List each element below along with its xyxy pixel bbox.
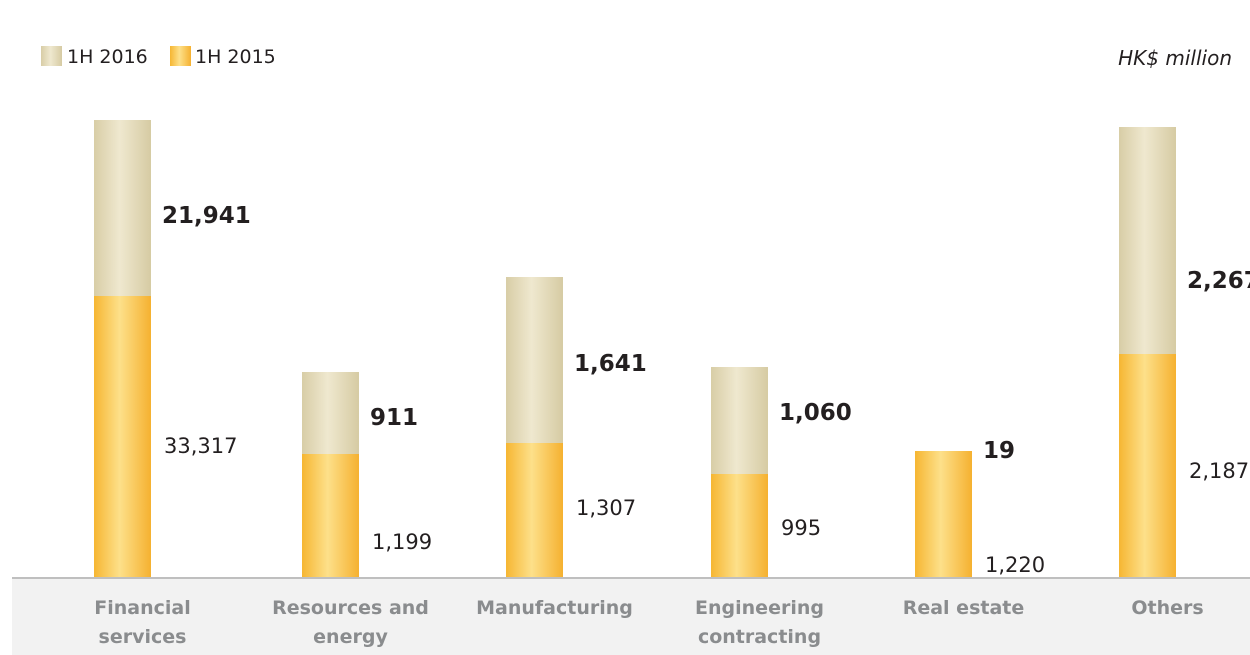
data-label-1h2016: 911 <box>370 405 418 431</box>
category-label: energy <box>313 626 388 648</box>
category-label: services <box>99 626 187 648</box>
legend: 1H 2016 1H 2015 <box>41 46 276 68</box>
bar-1h2015 <box>94 296 151 578</box>
unit-label: HK$ million <box>1118 46 1232 70</box>
bar-1h2016 <box>302 372 359 454</box>
category-label: contracting <box>698 626 821 648</box>
data-label-1h2016: 1,641 <box>574 351 647 377</box>
legend-swatch-1h2016 <box>41 46 62 66</box>
data-label-1h2015: 2,187 <box>1189 459 1249 483</box>
data-label-1h2016: 1,060 <box>779 400 852 426</box>
data-label-1h2016: 2,267 <box>1187 268 1250 294</box>
bar-1h2015 <box>711 474 768 578</box>
data-label-1h2016: 19 <box>983 438 1015 464</box>
data-label-1h2015: 33,317 <box>164 434 237 458</box>
category-label: Resources and <box>272 597 429 619</box>
bar-1h2015 <box>915 451 972 578</box>
bar-1h2015 <box>506 443 563 578</box>
data-label-1h2015: 1,199 <box>372 530 432 554</box>
data-label-1h2015: 995 <box>781 516 821 540</box>
data-label-1h2015: 1,220 <box>985 553 1045 577</box>
category-label: Engineering <box>695 597 824 619</box>
category-label: Others <box>1131 597 1203 619</box>
legend-swatch-1h2015 <box>170 46 191 66</box>
category-band <box>12 578 1250 655</box>
category-label: Manufacturing <box>476 597 633 619</box>
legend-label-1h2015: 1H 2015 <box>195 46 276 68</box>
bar-1h2015 <box>1119 354 1176 578</box>
bar-1h2016 <box>1119 127 1176 354</box>
data-label-1h2015: 1,307 <box>576 496 636 520</box>
category-label: Real estate <box>903 597 1025 619</box>
bar-1h2016 <box>506 277 563 443</box>
legend-label-1h2016: 1H 2016 <box>67 46 148 68</box>
bar-1h2016 <box>711 367 768 474</box>
bar-1h2016 <box>94 120 151 296</box>
data-label-1h2016: 21,941 <box>162 203 251 229</box>
bar-1h2015 <box>302 454 359 578</box>
category-label: Financial <box>94 597 190 619</box>
